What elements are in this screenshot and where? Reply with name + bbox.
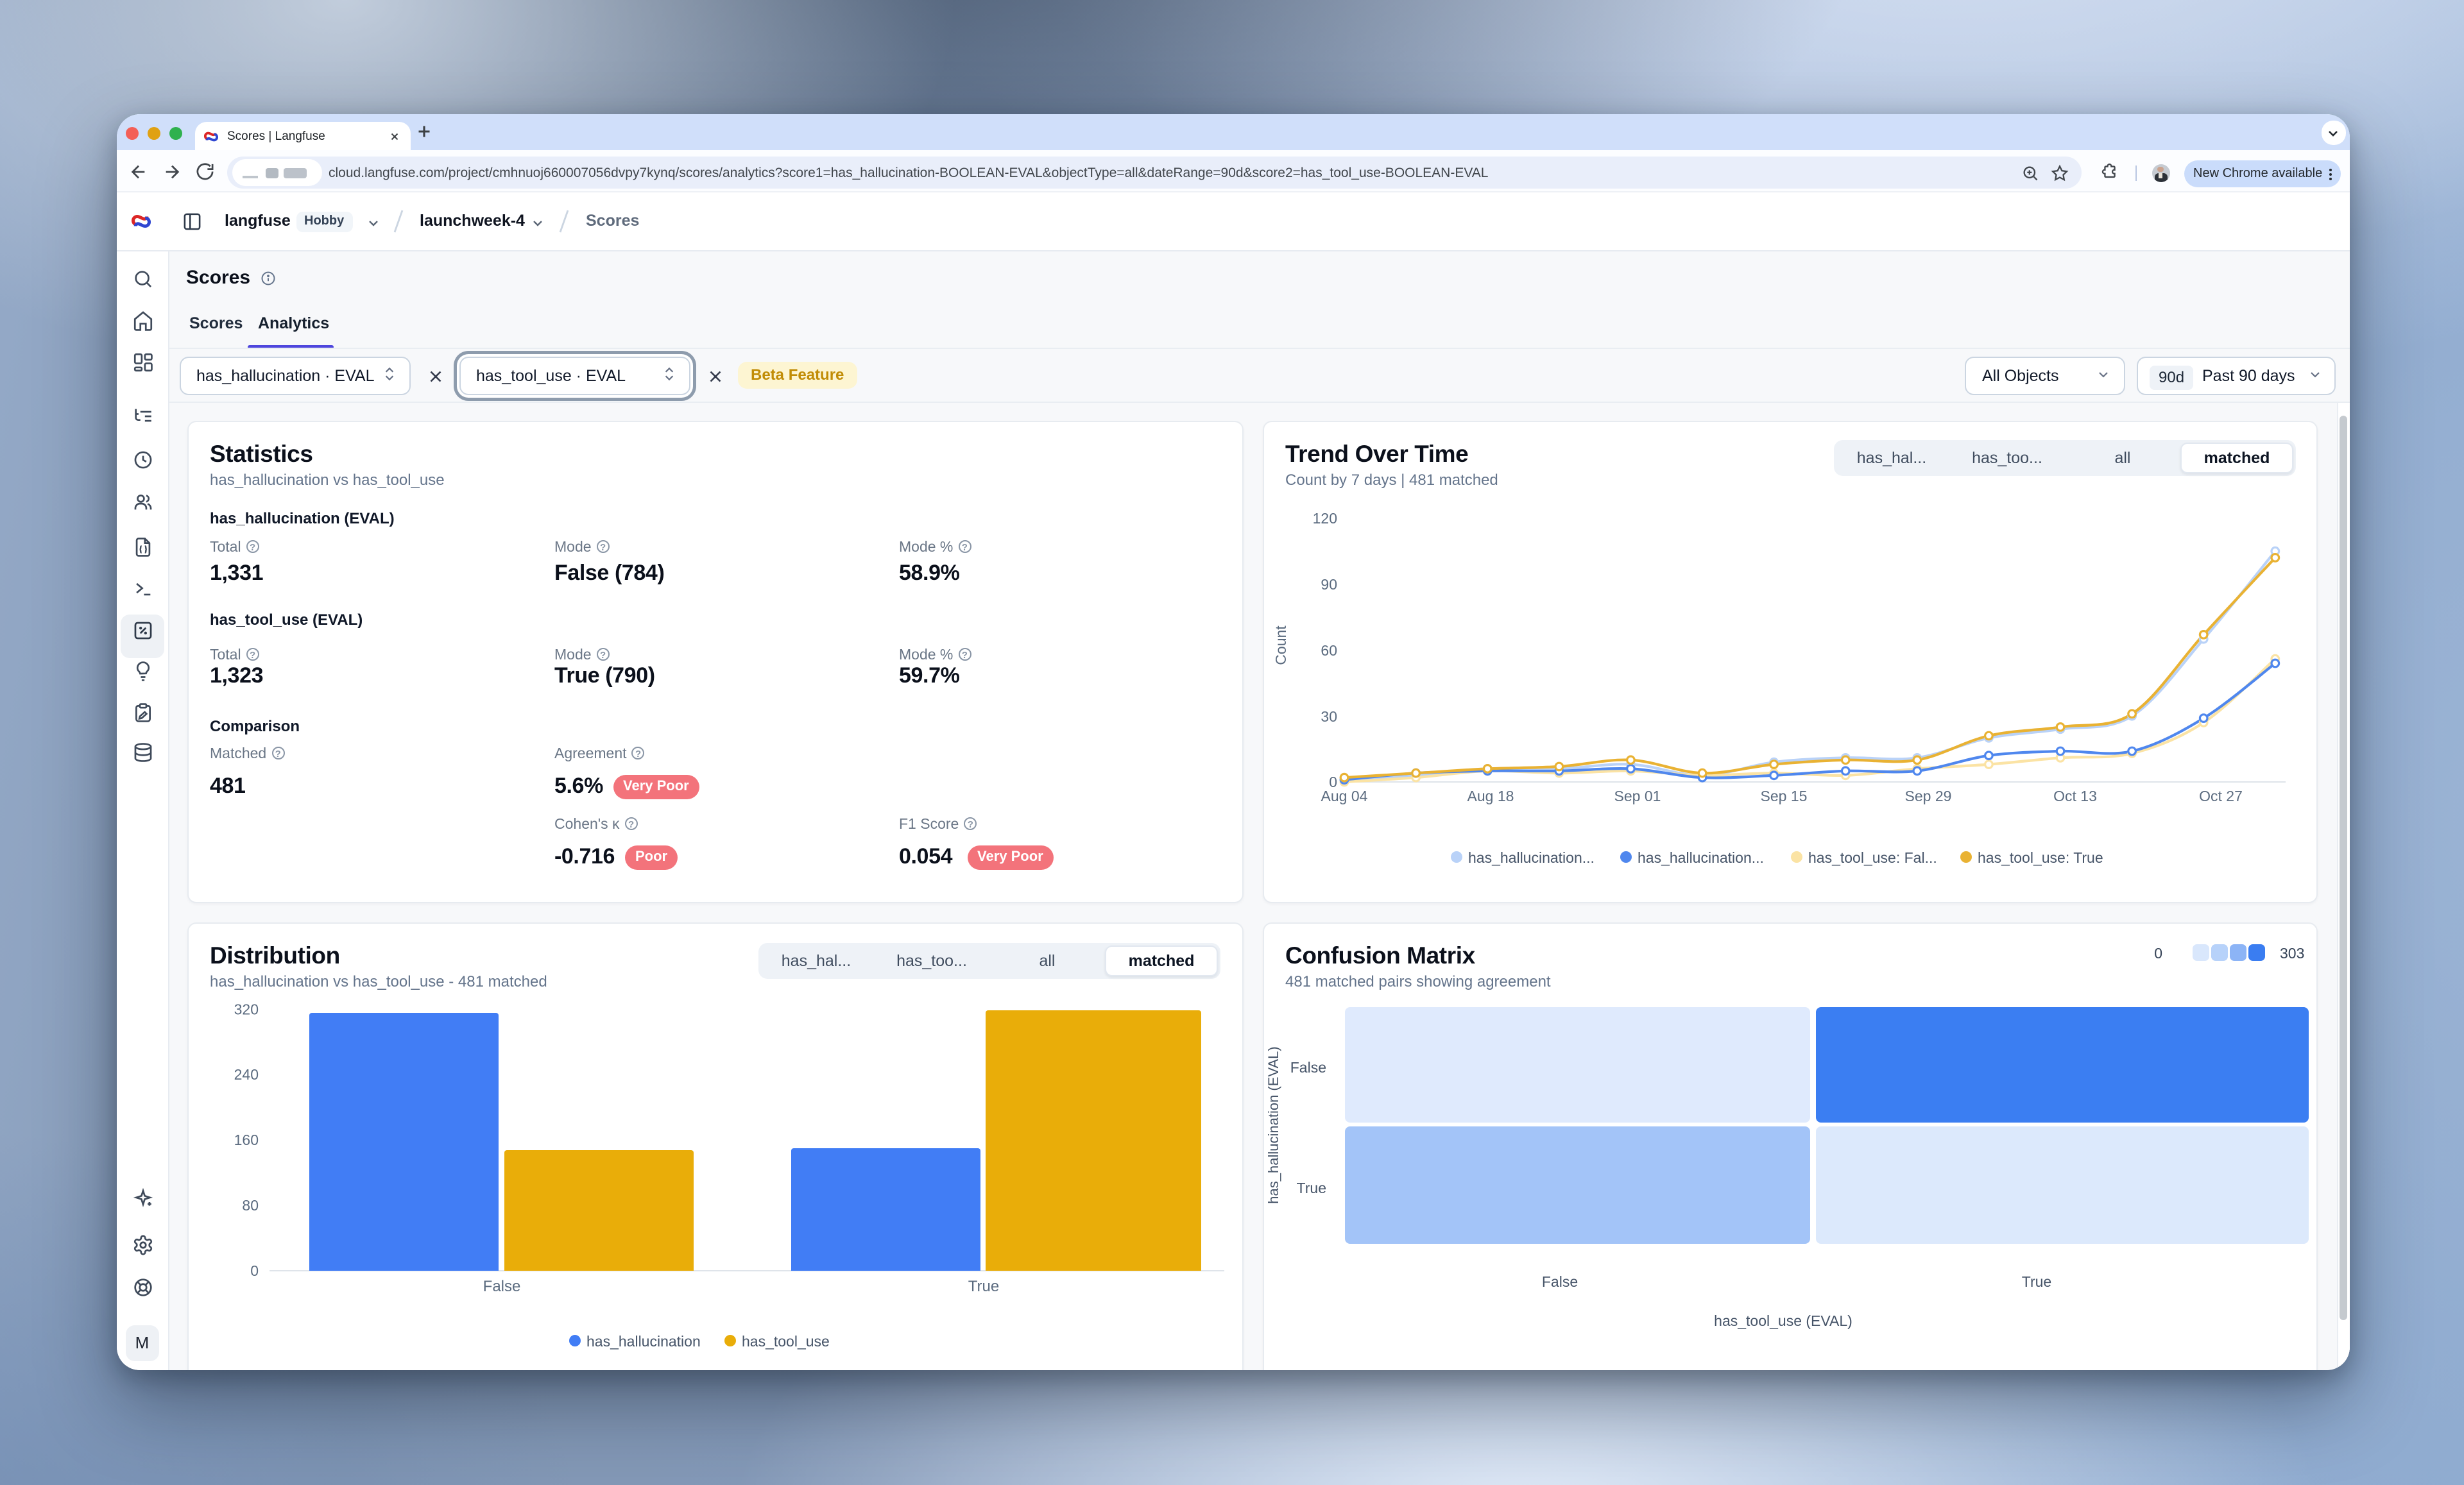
svg-text:80: 80	[242, 1197, 259, 1214]
svg-text:Sep 29: Sep 29	[1905, 787, 1952, 804]
svg-text:True: True	[1297, 1180, 1326, 1196]
svg-text:Aug 04: Aug 04	[1321, 787, 1368, 804]
svg-text:240: 240	[234, 1066, 259, 1083]
svg-text:30: 30	[1321, 708, 1337, 724]
svg-text:120: 120	[1313, 509, 1337, 526]
svg-text:90: 90	[1321, 575, 1337, 592]
svg-text:False: False	[483, 1278, 521, 1295]
svg-text:True: True	[968, 1278, 999, 1295]
svg-text:60: 60	[1321, 641, 1337, 658]
svg-text:Sep 15: Sep 15	[1761, 787, 1808, 804]
svg-text:has_tool_use (EVAL): has_tool_use (EVAL)	[1714, 1312, 1852, 1329]
svg-text:Oct 27: Oct 27	[2199, 787, 2243, 804]
svg-text:Sep 01: Sep 01	[1614, 787, 1661, 804]
svg-text:0: 0	[1329, 773, 1337, 790]
svg-text:has_hallucination: has_hallucination	[586, 1333, 701, 1350]
svg-text:160: 160	[234, 1132, 259, 1148]
svg-text:has_hallucination...: has_hallucination...	[1638, 849, 1764, 865]
svg-text:Count: Count	[1272, 625, 1289, 665]
svg-text:Oct 13: Oct 13	[2053, 787, 2097, 804]
svg-text:has_hallucination (EVAL): has_hallucination (EVAL)	[1265, 1046, 1281, 1203]
svg-text:False: False	[1290, 1059, 1326, 1076]
svg-text:Aug 18: Aug 18	[1467, 787, 1514, 804]
svg-text:320: 320	[234, 1001, 259, 1017]
svg-text:has_hallucination...: has_hallucination...	[1468, 849, 1595, 865]
svg-text:True: True	[2022, 1273, 2051, 1290]
svg-text:False: False	[1542, 1273, 1578, 1290]
svg-text:0: 0	[250, 1262, 259, 1279]
svg-text:has_tool_use: has_tool_use	[742, 1333, 830, 1350]
svg-text:0: 0	[2154, 945, 2162, 962]
svg-text:has_tool_use: Fal...: has_tool_use: Fal...	[1808, 849, 1937, 865]
svg-text:303: 303	[2280, 945, 2304, 962]
svg-text:has_tool_use: True: has_tool_use: True	[1978, 849, 2103, 865]
